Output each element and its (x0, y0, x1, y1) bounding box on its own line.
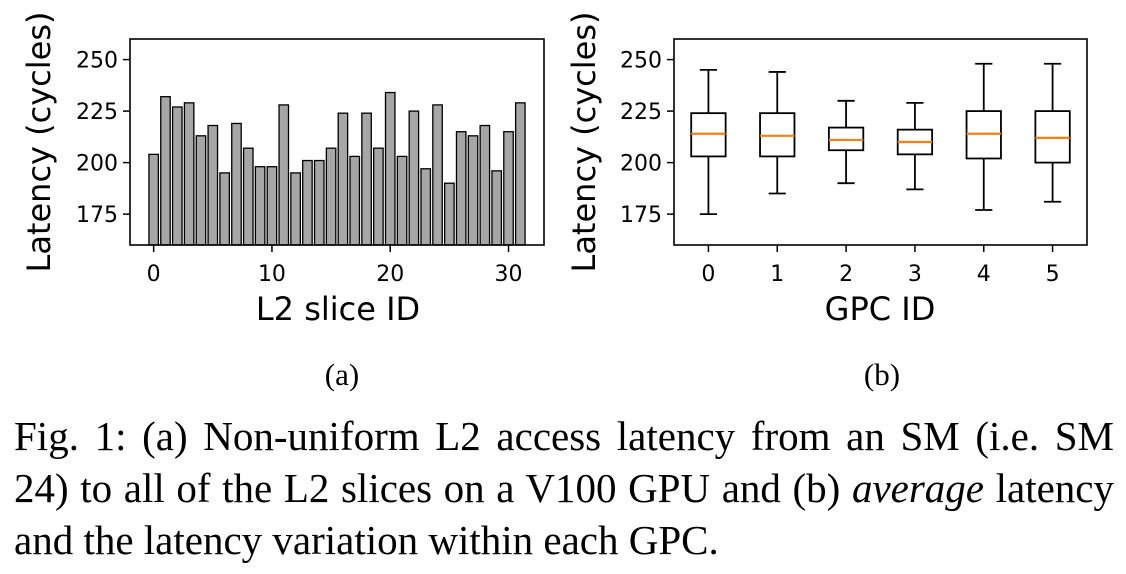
bar (266, 166, 278, 246)
y-tick-label: 200 (76, 152, 118, 177)
bar (514, 102, 526, 246)
bar (420, 168, 432, 246)
box-1 (759, 71, 796, 195)
bar (349, 155, 361, 246)
bar (491, 170, 503, 246)
panel-b-frame (673, 38, 1088, 246)
caption-emphasis: average (851, 465, 984, 511)
bar (231, 122, 242, 246)
bar (160, 96, 171, 246)
caption-text-part1: Fig. 1: (a) Non-uniform L2 access latenc… (14, 413, 1114, 511)
bar (254, 166, 266, 246)
y-tick-label: 225 (620, 100, 662, 125)
bar (325, 147, 337, 246)
box-4 (965, 62, 1002, 211)
bar (148, 153, 160, 246)
bar (479, 124, 491, 246)
panel-a-bar-chart: 175 200 225 250 0 10 20 30 L2 slice ID Latency… (20, 12, 545, 392)
panel-b-ylabel: Latency (cycles) (565, 12, 603, 273)
bar (290, 172, 301, 246)
bar (219, 172, 231, 246)
bar (408, 110, 420, 246)
y-tick-label: 225 (76, 100, 118, 125)
x-tick-label: 20 (376, 262, 404, 287)
bar (361, 112, 372, 246)
x-tick-label: 10 (258, 262, 286, 287)
x-tick-label: 5 (1046, 262, 1060, 287)
x-tick-label: 0 (701, 262, 715, 287)
panel-a-xlabel: L2 slice ID (256, 290, 420, 328)
figure-caption: Fig. 1: (a) Non-uniform L2 access latenc… (14, 410, 1114, 566)
box-5 (1034, 62, 1071, 203)
box-2 (827, 99, 865, 185)
bar (302, 159, 313, 246)
box-0 (690, 69, 727, 216)
x-tick-label: 1 (770, 262, 784, 287)
x-tick-label: 30 (495, 262, 523, 287)
bar (503, 131, 514, 246)
box-3 (896, 101, 934, 191)
bar (455, 131, 467, 246)
x-tick-label: 0 (147, 262, 161, 287)
x-tick-label: 4 (977, 262, 991, 287)
bar (183, 102, 195, 246)
panel-b-label: (b) (864, 357, 900, 392)
panel-a-ylabel: Latency (cycles) (20, 12, 58, 273)
panel-a-label: (a) (325, 357, 359, 392)
bar (278, 104, 290, 246)
x-tick-label: 3 (908, 262, 922, 287)
bar (432, 104, 443, 246)
x-tick-label: 2 (839, 262, 853, 287)
bar (242, 147, 254, 246)
panel-b-box-plot: 175 200 225 250 0 1 2 3 4 5 GPC ID Latency (cycl… (565, 12, 1088, 392)
bar (384, 91, 396, 246)
y-tick-label: 250 (620, 49, 662, 74)
bar (443, 182, 455, 246)
bar (313, 159, 325, 246)
panel-b-xlabel: GPC ID (825, 290, 936, 328)
bar (171, 106, 183, 246)
bar (195, 135, 207, 246)
bar (373, 147, 384, 246)
bar (337, 112, 349, 246)
caption-text-part2: latency and the latency variation within… (14, 465, 1114, 563)
y-tick-label: 175 (76, 203, 118, 228)
panel-a-frame (129, 38, 545, 246)
y-tick-label: 175 (620, 203, 662, 228)
bar (207, 124, 219, 246)
bar (396, 155, 408, 246)
y-tick-label: 200 (620, 152, 662, 177)
bar (467, 135, 479, 246)
y-tick-label: 250 (76, 49, 118, 74)
